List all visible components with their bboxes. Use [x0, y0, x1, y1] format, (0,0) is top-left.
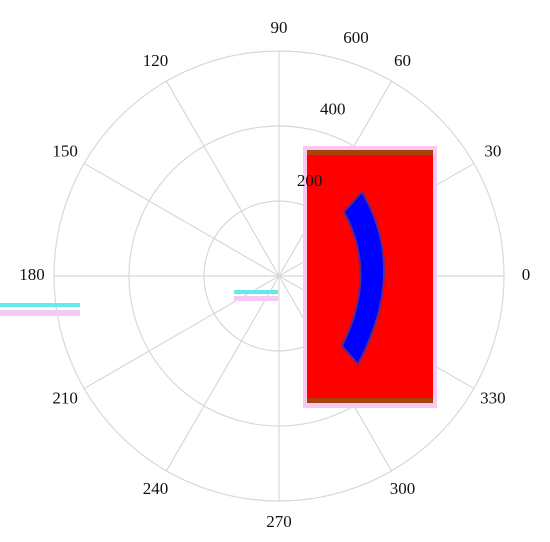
- theta-tick-label: 0: [522, 265, 531, 284]
- r-tick-label: 400: [320, 99, 346, 118]
- grid-spoke: [165, 275, 280, 472]
- r-tick-label: 600: [343, 28, 369, 47]
- rect-edge-top: [307, 150, 433, 155]
- theta-tick-label: 180: [19, 265, 45, 284]
- theta-tick-label: 240: [143, 479, 169, 498]
- grid-spoke: [165, 80, 280, 277]
- r-tick-label: 200: [297, 171, 323, 190]
- theta-tick-label: 150: [52, 141, 78, 160]
- rect-edge-bottom: [307, 398, 433, 403]
- glitch: [234, 296, 278, 301]
- glitch: [234, 290, 278, 294]
- theta-tick-label: 300: [390, 479, 416, 498]
- glitch: [0, 310, 80, 316]
- grid-spoke: [83, 275, 280, 390]
- theta-tick-label: 330: [480, 388, 506, 407]
- theta-tick-label: 270: [266, 512, 292, 531]
- theta-tick-label: 210: [52, 388, 78, 407]
- theta-tick-label: 90: [271, 18, 288, 37]
- grid-spoke: [83, 162, 280, 277]
- blue-crescent: [340, 190, 385, 366]
- theta-tick-label: 30: [484, 141, 501, 160]
- glitch: [0, 303, 80, 307]
- theta-tick-label: 120: [143, 51, 169, 70]
- theta-tick-label: 60: [394, 51, 411, 70]
